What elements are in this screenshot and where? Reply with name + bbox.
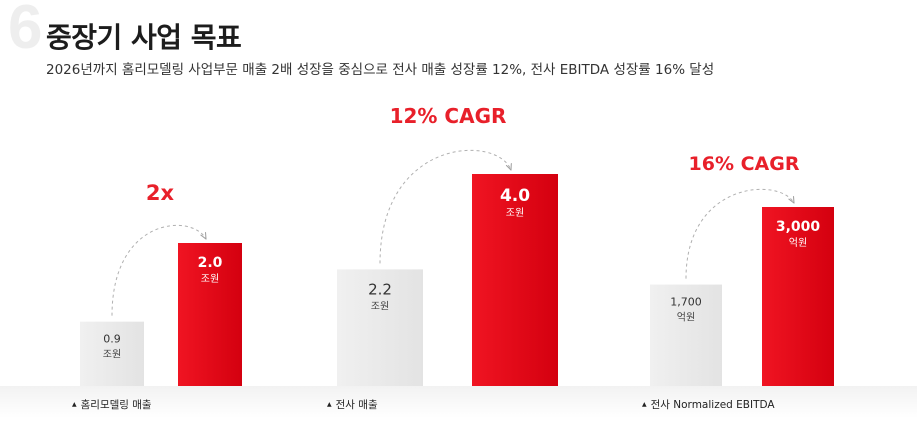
triangle-bullet-icon: ▲ [72, 401, 77, 408]
bar-unit-label: 조원 [506, 207, 524, 219]
bar-value-label: 4.0 [500, 186, 530, 206]
bar [650, 284, 722, 386]
bar [762, 207, 834, 386]
bar-value-label: 2.2 [368, 280, 392, 298]
bar-unit-label: 억원 [789, 237, 807, 249]
growth-arrow [685, 188, 794, 279]
page-title: 중장기 사업 목표 [46, 21, 242, 54]
triangle-bullet-icon: ▲ [642, 401, 647, 408]
group-label-home-remodeling: ▲ 홈리모델링 매출 [72, 399, 152, 411]
bar [472, 174, 558, 386]
section-number: 6 [8, 0, 43, 62]
bar [337, 269, 423, 386]
growth-label: 2x [146, 181, 175, 205]
page-subtitle: 2026년까지 홈리모델링 사업부문 매출 2배 성장을 중심으로 전사 매출 … [46, 62, 715, 78]
group-label-total-revenue: ▲ 전사 매출 [327, 399, 378, 411]
bar [178, 243, 242, 386]
bar-value-label: 0.9 [103, 333, 121, 346]
chart-floor [0, 386, 917, 418]
bar-unit-label: 억원 [677, 312, 695, 324]
bar-value-label: 1,700 [670, 296, 702, 309]
bar-unit-label: 조원 [201, 273, 219, 285]
growth-label: 12% CAGR [390, 104, 507, 128]
group-label-ebitda: ▲ 전사 Normalized EBITDA [642, 399, 775, 411]
bar-value-label: 2.0 [198, 255, 223, 271]
bar-value-label: 3,000 [776, 219, 821, 235]
growth-arrow [111, 224, 206, 316]
bar [80, 321, 144, 386]
growth-label: 16% CAGR [689, 153, 800, 175]
bar-unit-label: 조원 [103, 349, 121, 361]
triangle-bullet-icon: ▲ [327, 401, 332, 408]
growth-arrow [379, 149, 511, 264]
bar-unit-label: 조원 [371, 300, 389, 312]
